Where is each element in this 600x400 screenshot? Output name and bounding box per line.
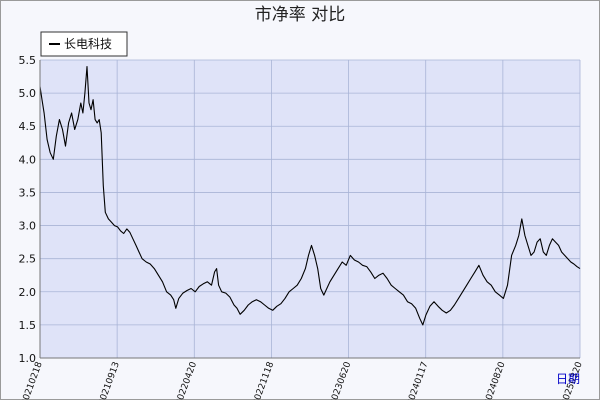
legend: 长电科技 bbox=[40, 31, 128, 57]
x-axis-ticks: 20210218 20210913 20220420 20221118 20230620… bbox=[20, 360, 585, 400]
y-tick-label: 2.5 bbox=[19, 253, 37, 266]
y-tick-label: 5.0 bbox=[19, 87, 37, 100]
plot-area bbox=[40, 60, 580, 358]
chart-title: 市净率 对比 bbox=[255, 5, 345, 25]
x-tick-label: 20220420 bbox=[174, 360, 199, 400]
y-tick-label: 4.5 bbox=[19, 120, 37, 133]
y-tick-label: 4.0 bbox=[19, 153, 37, 166]
x-axis-label: 日期 bbox=[556, 372, 580, 386]
y-axis-ticks: 1.0 1.5 2.0 2.5 3.0 3.5 4.0 4.5 5.0 5.5 bbox=[19, 54, 37, 365]
x-tick-label: 20240117 bbox=[405, 361, 430, 400]
legend-label: 长电科技 bbox=[64, 37, 112, 51]
y-tick-label: 1.5 bbox=[19, 319, 37, 332]
x-tick-label: 20221118 bbox=[251, 360, 276, 400]
x-tick-label: 20210218 bbox=[20, 360, 45, 400]
y-tick-label: 1.0 bbox=[19, 352, 37, 365]
y-tick-label: 3.5 bbox=[19, 186, 37, 199]
x-tick-label: 20210913 bbox=[97, 361, 122, 400]
legend-box bbox=[40, 31, 128, 57]
series-line-changdian bbox=[39, 66, 581, 326]
y-tick-label: 2.0 bbox=[19, 286, 37, 299]
y-tick-label: 3.0 bbox=[19, 220, 37, 233]
x-tick-label: 20240820 bbox=[483, 360, 508, 400]
x-tick-label: 20230620 bbox=[328, 360, 353, 400]
y-tick-label: 5.5 bbox=[19, 54, 37, 67]
